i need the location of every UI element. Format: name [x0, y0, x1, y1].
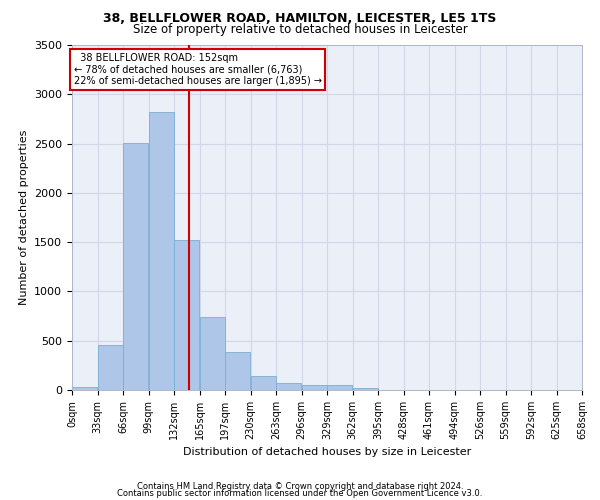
Bar [98, 344, 123, 390]
Bar [149, 112, 174, 390]
Bar [353, 388, 378, 390]
Bar [302, 385, 327, 390]
Bar [174, 240, 199, 390]
Bar [251, 376, 276, 390]
Bar [327, 384, 352, 390]
Bar [225, 352, 250, 390]
Text: 38, BELLFLOWER ROAD, HAMILTON, LEICESTER, LE5 1TS: 38, BELLFLOWER ROAD, HAMILTON, LEICESTER… [103, 12, 497, 26]
Bar [276, 383, 301, 390]
Text: Contains HM Land Registry data © Crown copyright and database right 2024.: Contains HM Land Registry data © Crown c… [137, 482, 463, 491]
Bar [200, 317, 225, 390]
Bar [123, 142, 148, 390]
Bar [72, 387, 97, 390]
Text: Contains public sector information licensed under the Open Government Licence v3: Contains public sector information licen… [118, 489, 482, 498]
Text: Size of property relative to detached houses in Leicester: Size of property relative to detached ho… [133, 22, 467, 36]
Text: 38 BELLFLOWER ROAD: 152sqm
← 78% of detached houses are smaller (6,763)
22% of s: 38 BELLFLOWER ROAD: 152sqm ← 78% of deta… [74, 53, 322, 86]
X-axis label: Distribution of detached houses by size in Leicester: Distribution of detached houses by size … [183, 448, 471, 458]
Y-axis label: Number of detached properties: Number of detached properties [19, 130, 29, 305]
